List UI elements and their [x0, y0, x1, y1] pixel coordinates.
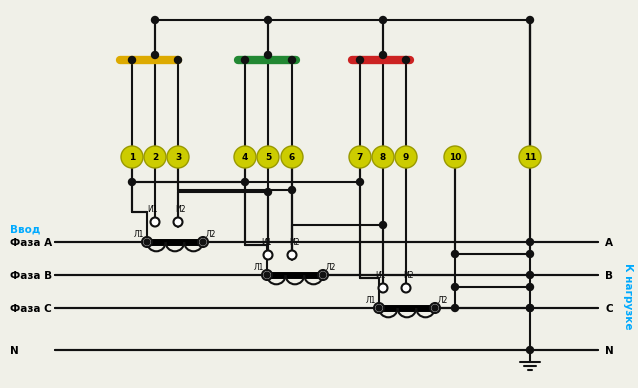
Circle shape [144, 146, 166, 168]
Circle shape [281, 146, 303, 168]
Circle shape [526, 305, 533, 312]
Circle shape [242, 57, 248, 64]
Circle shape [151, 52, 158, 59]
Circle shape [167, 146, 189, 168]
Circle shape [452, 305, 459, 312]
Text: Фаза С: Фаза С [10, 304, 52, 314]
Circle shape [262, 270, 272, 280]
Circle shape [526, 284, 533, 291]
Circle shape [401, 284, 410, 293]
Circle shape [526, 305, 533, 312]
Circle shape [257, 146, 279, 168]
Text: 9: 9 [403, 152, 409, 161]
Circle shape [265, 189, 272, 196]
Circle shape [526, 251, 533, 258]
Text: В: В [605, 271, 613, 281]
Circle shape [378, 284, 387, 293]
Text: Л2: Л2 [438, 296, 449, 305]
Circle shape [430, 303, 440, 313]
Circle shape [526, 272, 533, 279]
Circle shape [242, 178, 248, 185]
Circle shape [128, 57, 135, 64]
Text: И2: И2 [403, 271, 413, 280]
Circle shape [264, 272, 270, 278]
Text: Фаза А: Фаза А [10, 238, 52, 248]
Text: 7: 7 [357, 152, 363, 161]
Circle shape [526, 17, 533, 24]
Circle shape [198, 237, 208, 247]
Text: 4: 4 [242, 152, 248, 161]
Circle shape [151, 218, 160, 227]
Circle shape [357, 178, 364, 185]
Circle shape [395, 146, 417, 168]
Text: Л2: Л2 [206, 230, 216, 239]
Circle shape [318, 270, 328, 280]
Circle shape [380, 17, 387, 24]
Text: И1: И1 [376, 271, 386, 280]
Text: С: С [605, 304, 612, 314]
Circle shape [288, 187, 295, 194]
Circle shape [452, 251, 459, 258]
Text: Л1: Л1 [254, 263, 264, 272]
Text: 6: 6 [289, 152, 295, 161]
Circle shape [380, 52, 387, 59]
Text: И1: И1 [148, 205, 158, 214]
Text: И2: И2 [289, 238, 299, 247]
Circle shape [142, 237, 152, 247]
Text: И2: И2 [175, 205, 185, 214]
Circle shape [376, 305, 382, 311]
Circle shape [288, 57, 295, 64]
Text: А: А [605, 238, 613, 248]
Text: К нагрузке: К нагрузке [623, 263, 633, 329]
Circle shape [357, 57, 364, 64]
Circle shape [174, 218, 182, 227]
Circle shape [380, 222, 387, 229]
Text: 10: 10 [449, 152, 461, 161]
Circle shape [288, 251, 297, 260]
Circle shape [349, 146, 371, 168]
Circle shape [526, 239, 533, 246]
Text: 8: 8 [380, 152, 386, 161]
Circle shape [263, 251, 272, 260]
Text: 5: 5 [265, 152, 271, 161]
Text: N: N [10, 346, 19, 356]
Circle shape [452, 284, 459, 291]
Circle shape [200, 239, 206, 245]
Text: 11: 11 [524, 152, 537, 161]
Circle shape [128, 178, 135, 185]
Circle shape [121, 146, 143, 168]
Text: N: N [605, 346, 614, 356]
Text: Фаза В: Фаза В [10, 271, 52, 281]
Circle shape [432, 305, 438, 311]
Circle shape [320, 272, 326, 278]
Text: Л2: Л2 [326, 263, 336, 272]
Circle shape [374, 303, 384, 313]
Text: 2: 2 [152, 152, 158, 161]
Circle shape [265, 52, 272, 59]
Circle shape [519, 146, 541, 168]
Text: Л1: Л1 [133, 230, 144, 239]
Text: И1: И1 [261, 238, 271, 247]
Text: Л1: Л1 [366, 296, 376, 305]
Circle shape [175, 57, 181, 64]
Circle shape [144, 239, 150, 245]
Circle shape [372, 146, 394, 168]
Text: Ввод: Ввод [10, 225, 40, 235]
Circle shape [526, 346, 533, 353]
Circle shape [403, 57, 410, 64]
Circle shape [151, 17, 158, 24]
Circle shape [265, 17, 272, 24]
Text: 3: 3 [175, 152, 181, 161]
Circle shape [234, 146, 256, 168]
Circle shape [444, 146, 466, 168]
Text: 1: 1 [129, 152, 135, 161]
